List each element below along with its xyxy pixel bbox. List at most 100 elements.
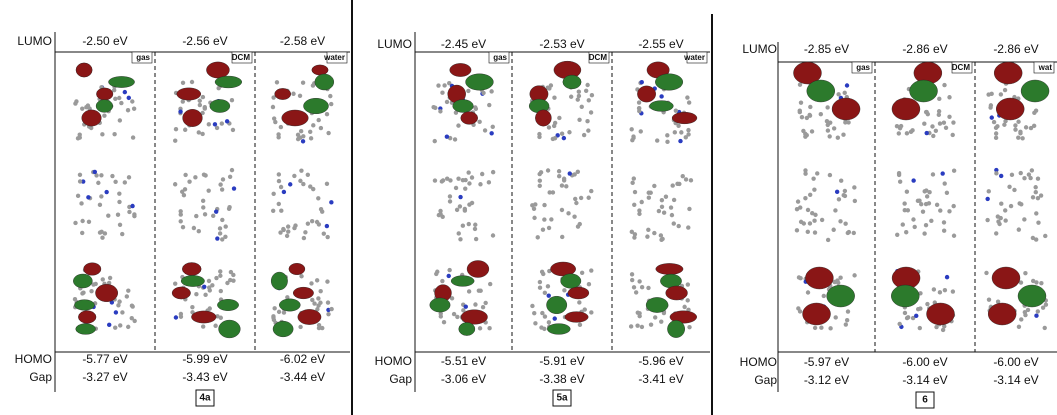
atom — [629, 272, 635, 277]
atom — [577, 117, 582, 123]
atom — [460, 223, 466, 228]
orbital-lobe — [826, 284, 855, 308]
orbital-lobe — [546, 296, 568, 314]
atom — [912, 224, 917, 230]
orbital-lobe — [891, 284, 920, 308]
orbital-lobe — [176, 87, 202, 101]
solvent-tag-box — [488, 51, 510, 64]
atom — [572, 214, 577, 219]
atom — [490, 233, 496, 238]
orbital-lobe — [535, 109, 552, 127]
atom — [172, 182, 178, 187]
atom — [902, 207, 907, 213]
atom — [678, 138, 683, 144]
atom — [671, 221, 676, 226]
atom — [299, 274, 304, 279]
homo-energy: -6.00 eV — [902, 355, 947, 369]
atom — [279, 208, 284, 213]
atom — [1034, 280, 1039, 285]
orbital-lobe — [452, 99, 474, 113]
orbital-lobe — [458, 322, 476, 336]
atom — [686, 127, 691, 133]
atom — [1033, 108, 1039, 113]
orbital-lobe — [567, 286, 590, 300]
atom — [180, 224, 186, 230]
atom — [325, 279, 330, 284]
atom — [219, 121, 225, 126]
atom — [1034, 211, 1039, 216]
homo-energy: -5.99 eV — [182, 352, 227, 366]
atom — [994, 167, 999, 173]
atom — [938, 208, 943, 213]
atom — [126, 95, 131, 101]
atom — [308, 136, 314, 141]
orbital-lobe — [218, 319, 241, 339]
atom — [577, 322, 583, 328]
atom — [637, 108, 642, 114]
atom — [129, 303, 135, 308]
row-label: LUMO — [17, 34, 52, 48]
orbital-lobe — [926, 302, 955, 326]
atom — [941, 228, 947, 233]
atom — [995, 124, 1000, 129]
atom — [179, 189, 185, 194]
atom — [560, 234, 565, 240]
atom — [271, 95, 276, 100]
atom — [218, 269, 223, 274]
atom — [798, 100, 804, 105]
atom — [80, 230, 85, 236]
atom — [546, 293, 551, 298]
atom — [547, 190, 552, 195]
atom — [1030, 278, 1036, 284]
atom — [298, 128, 304, 134]
gap-energy: -3.38 eV — [539, 372, 584, 386]
atom — [1020, 136, 1025, 141]
atom — [630, 180, 635, 186]
atom — [686, 100, 692, 105]
atom — [1019, 317, 1024, 322]
orbital-lobe — [96, 87, 114, 101]
atom — [914, 313, 919, 319]
atom — [305, 221, 311, 226]
atom — [1033, 190, 1038, 195]
orbital-lobe — [279, 298, 301, 312]
atom — [988, 105, 993, 110]
orbital-lobe — [460, 309, 488, 325]
atom — [80, 179, 86, 184]
atom — [463, 186, 468, 191]
row-label: HOMO — [15, 352, 52, 366]
atom — [804, 132, 809, 138]
atom — [831, 126, 837, 131]
atom — [825, 237, 831, 243]
atom — [230, 127, 236, 133]
atom — [942, 82, 947, 88]
atom — [193, 175, 198, 180]
atom — [229, 167, 235, 173]
atom — [639, 324, 645, 330]
orbital-lobe — [667, 320, 685, 338]
atom — [548, 83, 554, 88]
orbital-images — [429, 63, 496, 336]
atom — [203, 292, 208, 298]
atom — [309, 218, 315, 224]
atom — [1009, 172, 1015, 178]
orbital-lobe — [560, 273, 582, 289]
orbital-lobe — [637, 85, 656, 103]
atom — [271, 317, 277, 323]
atom — [905, 208, 911, 213]
atom — [550, 136, 556, 142]
atom — [489, 131, 494, 136]
atom — [675, 181, 680, 187]
atom — [1017, 201, 1022, 206]
atom — [473, 105, 478, 110]
solvent-tag: gas — [136, 53, 150, 62]
atom — [129, 315, 134, 321]
atom — [994, 231, 999, 236]
orbital-lobe — [75, 62, 93, 78]
atom — [918, 291, 923, 296]
lumo-energy: -2.86 eV — [902, 42, 947, 56]
atom — [117, 118, 123, 123]
atom — [117, 199, 122, 205]
atom — [537, 279, 543, 285]
orbital-lobe — [81, 109, 102, 127]
